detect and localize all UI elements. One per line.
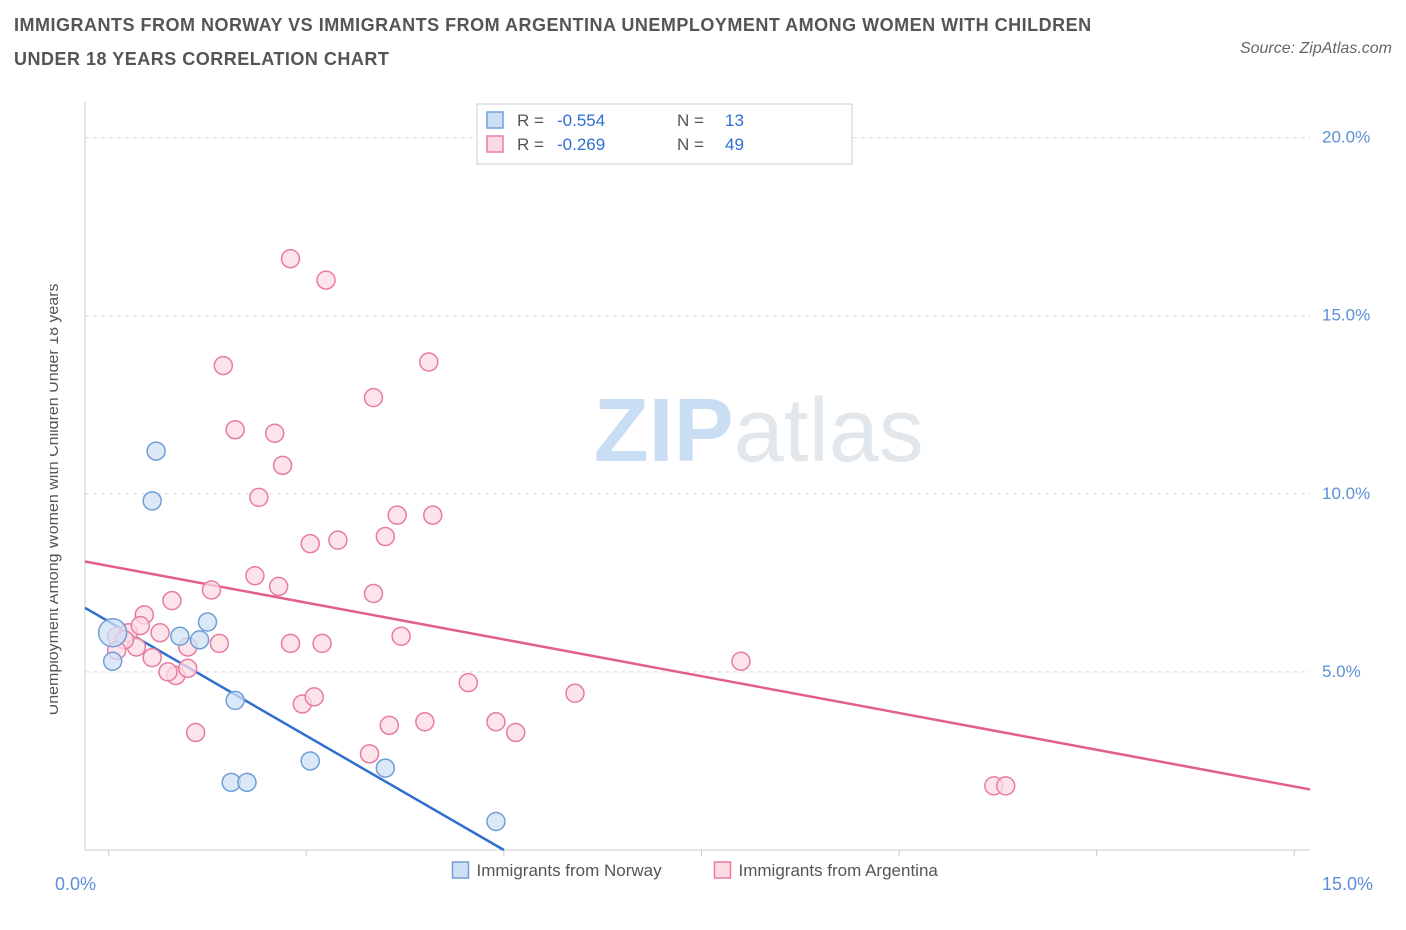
legend-r-value: -0.554 xyxy=(557,111,605,130)
watermark: ZIPatlas xyxy=(594,381,924,481)
data-point xyxy=(187,723,205,741)
legend-n-label: N = xyxy=(677,111,704,130)
legend-swatch xyxy=(453,862,469,878)
data-point xyxy=(732,652,750,670)
trend-line xyxy=(85,561,1310,789)
data-point xyxy=(281,634,299,652)
data-point xyxy=(392,627,410,645)
data-point xyxy=(159,663,177,681)
data-point xyxy=(997,777,1015,795)
data-point xyxy=(143,649,161,667)
data-point xyxy=(487,713,505,731)
data-point xyxy=(361,745,379,763)
legend-swatch xyxy=(487,112,503,128)
data-point xyxy=(250,488,268,506)
x-axis-max-label: 15.0% xyxy=(1322,874,1373,894)
chart-title: IMMIGRANTS FROM NORWAY VS IMMIGRANTS FRO… xyxy=(14,8,1134,76)
data-point xyxy=(459,674,477,692)
data-point xyxy=(238,773,256,791)
data-point xyxy=(313,634,331,652)
legend-n-value: 13 xyxy=(725,111,744,130)
y-tick-label: 5.0% xyxy=(1322,662,1361,681)
data-point xyxy=(487,813,505,831)
legend-swatch xyxy=(715,862,731,878)
data-point xyxy=(143,492,161,510)
data-point xyxy=(301,752,319,770)
data-point xyxy=(246,567,264,585)
data-point xyxy=(214,357,232,375)
data-point xyxy=(179,659,197,677)
legend-swatch xyxy=(487,136,503,152)
data-point xyxy=(171,627,189,645)
legend-n-value: 49 xyxy=(725,135,744,154)
legend-series-label: Immigrants from Norway xyxy=(477,861,663,880)
legend-n-label: N = xyxy=(677,135,704,154)
data-point xyxy=(163,592,181,610)
data-point xyxy=(270,577,288,595)
x-axis-min-label: 0.0% xyxy=(55,874,96,894)
y-tick-label: 20.0% xyxy=(1322,128,1370,147)
legend-r-label: R = xyxy=(517,111,544,130)
y-axis-label: Unemployment Among Women with Children U… xyxy=(50,283,62,715)
data-point xyxy=(388,506,406,524)
data-point xyxy=(329,531,347,549)
data-point xyxy=(151,624,169,642)
y-tick-label: 10.0% xyxy=(1322,484,1370,503)
data-point xyxy=(424,506,442,524)
data-point xyxy=(416,713,434,731)
data-point xyxy=(305,688,323,706)
data-point xyxy=(131,617,149,635)
data-point xyxy=(380,716,398,734)
data-point xyxy=(281,250,299,268)
data-point xyxy=(147,442,165,460)
data-point xyxy=(99,619,127,647)
data-point xyxy=(226,691,244,709)
data-point xyxy=(104,652,122,670)
data-point xyxy=(226,421,244,439)
data-point xyxy=(317,271,335,289)
scatter-chart: 5.0% 10.0% 15.0% 20.0% ZIPatlas R = -0.554 N = 1… xyxy=(50,98,1390,898)
data-point xyxy=(266,424,284,442)
data-point xyxy=(507,723,525,741)
data-point xyxy=(376,528,394,546)
data-point xyxy=(566,684,584,702)
data-point xyxy=(376,759,394,777)
data-point xyxy=(199,613,217,631)
data-point xyxy=(364,389,382,407)
legend-r-label: R = xyxy=(517,135,544,154)
legend-series-label: Immigrants from Argentina xyxy=(739,861,939,880)
data-point xyxy=(191,631,209,649)
legend-r-value: -0.269 xyxy=(557,135,605,154)
source-attribution: Source: ZipAtlas.com xyxy=(1240,40,1392,58)
data-point xyxy=(301,535,319,553)
data-point xyxy=(420,353,438,371)
data-point xyxy=(210,634,228,652)
data-point xyxy=(202,581,220,599)
y-tick-label: 15.0% xyxy=(1322,306,1370,325)
data-point xyxy=(364,585,382,603)
data-point xyxy=(274,456,292,474)
